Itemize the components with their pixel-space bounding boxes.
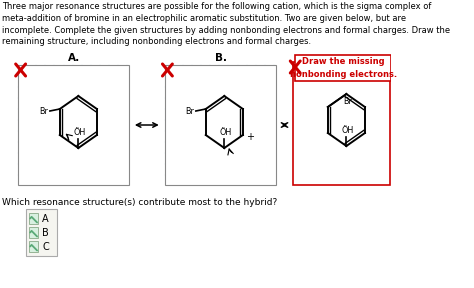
Text: Three major resonance structures are possible for the following cation, which is: Three major resonance structures are pos…: [2, 2, 451, 46]
Text: Br: Br: [39, 107, 48, 115]
Bar: [18, 65, 129, 185]
Text: Br: Br: [185, 107, 194, 115]
Text: A: A: [42, 213, 49, 223]
Text: A.: A.: [68, 53, 80, 63]
Text: Draw the missing
nonbonding electrons.: Draw the missing nonbonding electrons.: [290, 57, 397, 79]
Text: ÖH: ÖH: [219, 128, 231, 137]
Bar: [293, 62, 390, 185]
Bar: [29, 241, 38, 252]
Bar: [295, 55, 391, 81]
Text: +: +: [246, 132, 254, 142]
Bar: [165, 65, 276, 185]
Bar: [26, 209, 57, 256]
Text: B: B: [42, 228, 49, 238]
Text: Which resonance structure(s) contribute most to the hybrid?: Which resonance structure(s) contribute …: [1, 198, 277, 207]
Text: B.: B.: [215, 53, 227, 63]
Text: ÖH: ÖH: [341, 126, 353, 135]
Text: C: C: [42, 242, 49, 251]
Text: ÖH: ÖH: [73, 128, 85, 137]
Bar: [29, 213, 38, 224]
Bar: [29, 227, 38, 238]
Text: Br: Br: [343, 98, 352, 107]
